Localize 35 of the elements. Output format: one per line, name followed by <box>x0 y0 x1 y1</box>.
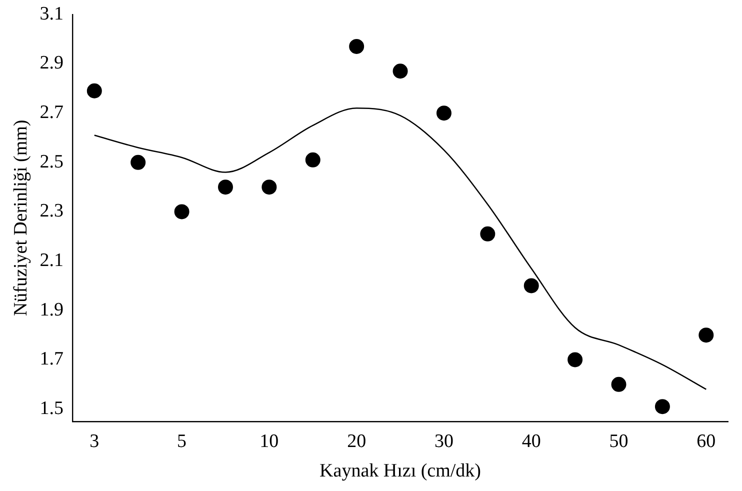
point <box>568 352 583 368</box>
point <box>480 226 496 242</box>
x-tick-label: 20 <box>347 430 366 452</box>
line-series <box>94 107 707 390</box>
x-axis-title: Kaynak Hızı (cm/dk) <box>320 460 481 482</box>
y-tick-label: 2.7 <box>40 102 64 124</box>
y-tick-label: 2.9 <box>40 52 64 74</box>
point <box>305 152 320 168</box>
point <box>262 180 277 195</box>
y-axis-title: Nüfuziyet Derinliği (mm) <box>10 120 32 316</box>
point <box>524 278 539 294</box>
x-tick-label: 50 <box>609 430 628 452</box>
x-tick-label: 10 <box>260 430 279 452</box>
y-tick-label: 1.7 <box>40 348 64 370</box>
point <box>392 64 408 79</box>
point <box>349 38 364 54</box>
point <box>654 399 670 414</box>
y-tick-label: 2.1 <box>40 250 64 272</box>
x-tick-label: 3 <box>90 430 100 452</box>
x-tick-label: 5 <box>177 430 187 452</box>
y-tick-label: 1.9 <box>40 299 64 320</box>
x-tick-label: 30 <box>434 430 454 452</box>
point <box>698 328 714 343</box>
x-tick-label: 40 <box>522 430 541 452</box>
x-tick-label: 60 <box>696 430 716 452</box>
point <box>611 376 626 392</box>
point <box>86 83 102 98</box>
y-tick-label: 1.5 <box>40 398 64 420</box>
y-tick-label: 3.1 <box>40 3 64 24</box>
point <box>218 180 233 195</box>
y-tick-label: 2.3 <box>40 200 64 222</box>
y-tick-label: 2.5 <box>40 151 64 172</box>
point <box>174 204 190 220</box>
point <box>436 106 452 121</box>
point <box>130 154 146 170</box>
